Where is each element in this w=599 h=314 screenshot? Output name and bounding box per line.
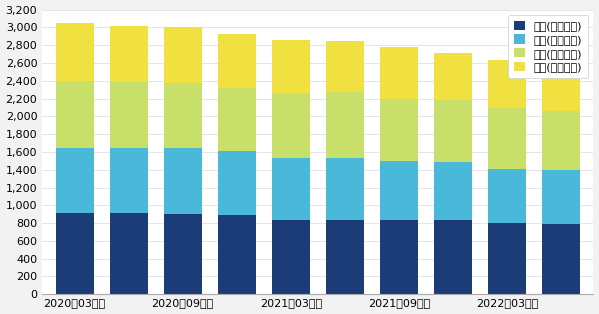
Bar [434, 162, 472, 219]
Bar [110, 213, 147, 294]
Bar [56, 148, 93, 213]
Bar [164, 148, 202, 214]
Bar [542, 66, 580, 111]
Bar [326, 158, 364, 219]
Bar [488, 223, 526, 294]
Bar [380, 161, 418, 219]
Bar [110, 148, 147, 213]
Bar [218, 88, 256, 151]
Bar [56, 81, 93, 148]
Bar [434, 219, 472, 294]
Bar [272, 40, 310, 93]
Bar [434, 53, 472, 100]
Bar [434, 100, 472, 162]
Bar [164, 27, 202, 83]
Bar [218, 151, 256, 215]
Bar [272, 219, 310, 294]
Bar [326, 41, 364, 92]
Bar [164, 83, 202, 148]
Bar [272, 93, 310, 158]
Bar [542, 170, 580, 224]
Bar [488, 169, 526, 223]
Bar [326, 219, 364, 294]
Bar [380, 219, 418, 294]
Bar [110, 26, 147, 82]
Bar [164, 214, 202, 294]
Legend: 지점(국민은행), 지점(신한은행), 지점(우리은행), 지점(하나은행): 지점(국민은행), 지점(신한은행), 지점(우리은행), 지점(하나은행) [509, 15, 588, 78]
Bar [542, 111, 580, 170]
Bar [218, 215, 256, 294]
Bar [380, 99, 418, 161]
Bar [272, 158, 310, 219]
Bar [56, 23, 93, 81]
Bar [380, 47, 418, 99]
Bar [56, 213, 93, 294]
Bar [218, 34, 256, 88]
Bar [110, 82, 147, 148]
Bar [488, 60, 526, 108]
Bar [542, 224, 580, 294]
Bar [326, 92, 364, 158]
Bar [488, 108, 526, 169]
